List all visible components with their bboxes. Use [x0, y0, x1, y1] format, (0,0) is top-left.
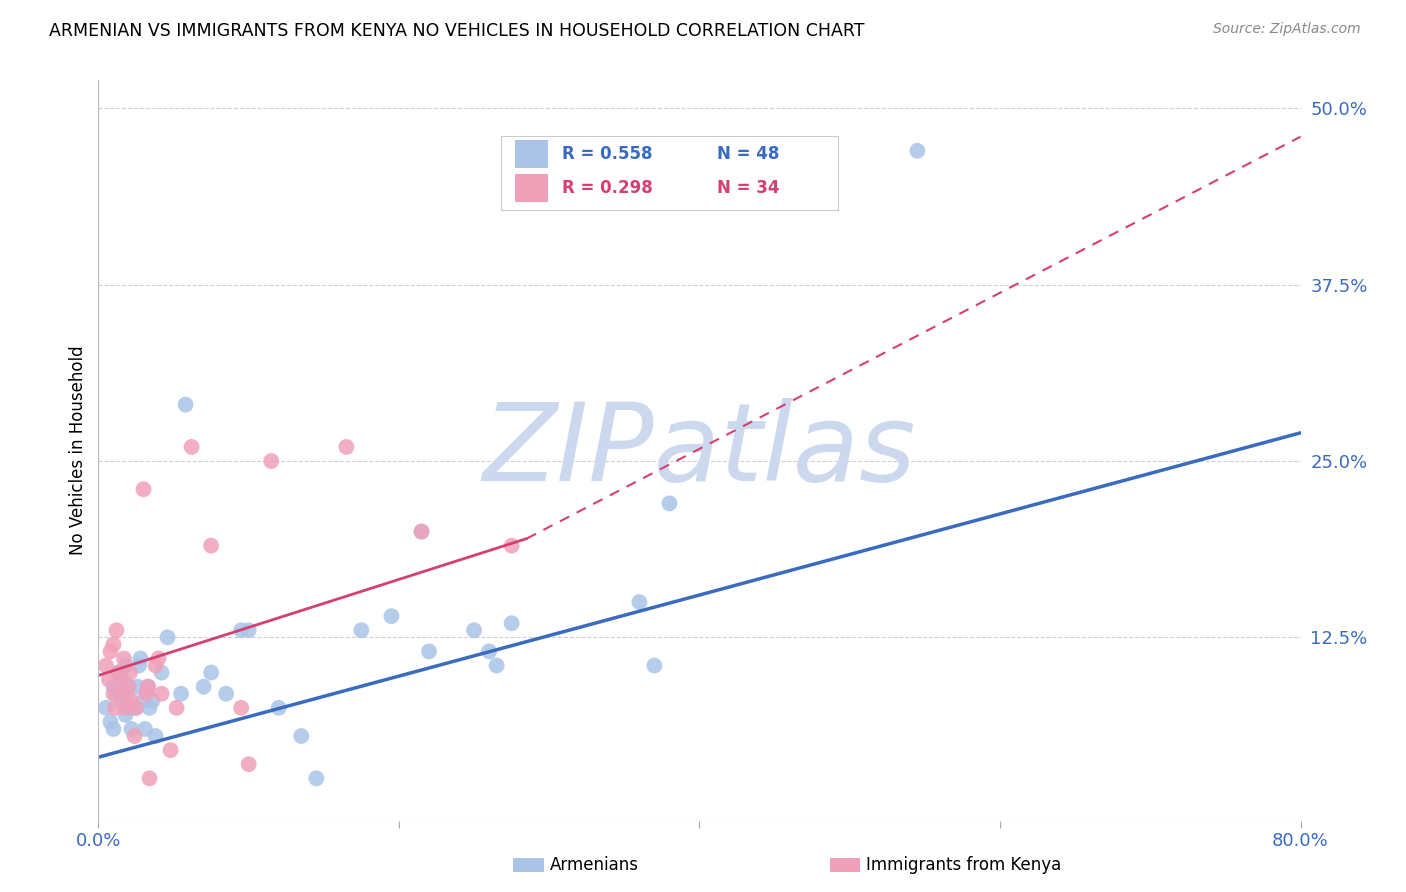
Point — [305, 772, 328, 786]
Point — [150, 687, 173, 701]
Point — [103, 680, 125, 694]
Text: Source: ZipAtlas.com: Source: ZipAtlas.com — [1213, 22, 1361, 37]
Point — [103, 637, 125, 651]
Point — [135, 687, 157, 701]
Point — [159, 743, 181, 757]
Point — [156, 630, 179, 644]
Point — [180, 440, 202, 454]
Point — [628, 595, 651, 609]
Text: Immigrants from Kenya: Immigrants from Kenya — [866, 856, 1062, 874]
Point — [100, 644, 122, 658]
Point — [104, 701, 127, 715]
Point — [114, 658, 136, 673]
Point — [107, 665, 129, 680]
Point — [238, 624, 260, 638]
Point — [200, 665, 222, 680]
Point — [100, 714, 122, 729]
Point — [166, 701, 188, 715]
Point — [411, 524, 433, 539]
Point — [418, 644, 440, 658]
Point — [335, 440, 357, 454]
Point — [170, 687, 193, 701]
Point — [121, 722, 143, 736]
Point — [94, 658, 117, 673]
Point — [138, 772, 160, 786]
Point — [148, 651, 170, 665]
Point — [125, 701, 148, 715]
Point — [118, 665, 141, 680]
Point — [215, 687, 238, 701]
Point — [115, 687, 138, 701]
Point — [138, 701, 160, 715]
Point — [132, 694, 155, 708]
Point — [463, 624, 485, 638]
Point — [111, 687, 134, 701]
Point — [501, 539, 523, 553]
Point — [501, 616, 523, 631]
Point — [117, 680, 139, 694]
Point — [145, 729, 167, 743]
Point — [350, 624, 373, 638]
Point — [200, 539, 222, 553]
Point — [174, 398, 197, 412]
Point — [136, 680, 159, 694]
Point — [105, 624, 128, 638]
Point — [411, 524, 433, 539]
Point — [114, 701, 136, 715]
Point — [114, 707, 136, 722]
Point — [238, 757, 260, 772]
Point — [127, 680, 149, 694]
Point — [260, 454, 283, 468]
Text: Armenians: Armenians — [550, 856, 638, 874]
Point — [132, 482, 155, 496]
Text: ARMENIAN VS IMMIGRANTS FROM KENYA NO VEHICLES IN HOUSEHOLD CORRELATION CHART: ARMENIAN VS IMMIGRANTS FROM KENYA NO VEH… — [49, 22, 865, 40]
Point — [478, 644, 501, 658]
Point — [103, 722, 125, 736]
Point — [118, 701, 141, 715]
Point — [105, 687, 128, 701]
Point — [94, 701, 117, 715]
Point — [267, 701, 290, 715]
Y-axis label: No Vehicles in Household: No Vehicles in Household — [69, 345, 87, 556]
Point — [112, 651, 135, 665]
Point — [290, 729, 312, 743]
Point — [121, 694, 143, 708]
Point — [134, 722, 156, 736]
Point — [97, 673, 120, 687]
Point — [231, 701, 253, 715]
Point — [128, 658, 150, 673]
Point — [124, 729, 146, 743]
Point — [905, 144, 928, 158]
Point — [136, 680, 159, 694]
Point — [658, 496, 681, 510]
Point — [103, 687, 125, 701]
Point — [129, 651, 152, 665]
Point — [111, 673, 134, 687]
Point — [110, 694, 132, 708]
Point — [485, 658, 508, 673]
Point — [380, 609, 402, 624]
Point — [643, 658, 665, 673]
Point — [193, 680, 215, 694]
Point — [145, 658, 167, 673]
Point — [117, 680, 139, 694]
Point — [231, 624, 253, 638]
Point — [125, 701, 148, 715]
Point — [110, 673, 132, 687]
Point — [141, 694, 163, 708]
Point — [150, 665, 173, 680]
Point — [107, 665, 129, 680]
Text: ZIPatlas: ZIPatlas — [482, 398, 917, 503]
